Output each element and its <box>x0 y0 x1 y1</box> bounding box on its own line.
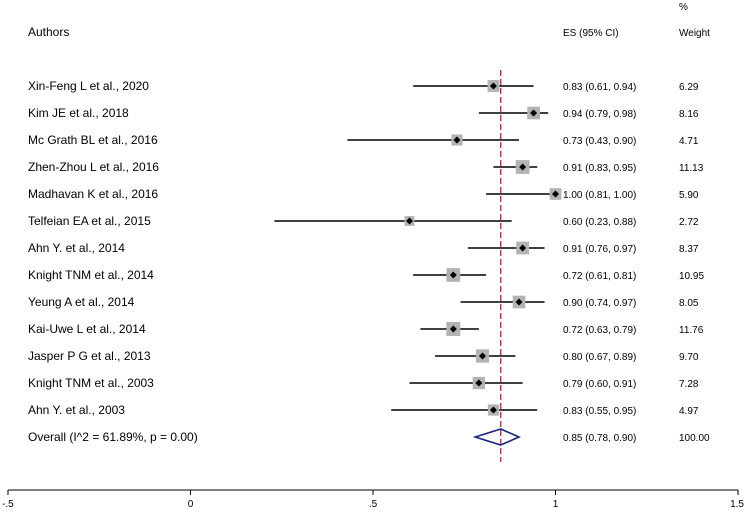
x-tick-label: 1.5 <box>730 499 744 510</box>
study-weight: 7.28 <box>679 379 699 390</box>
study-label: Telfeian EA et al., 2015 <box>28 214 151 228</box>
point-estimate <box>530 109 538 117</box>
x-tick-label: .5 <box>369 499 378 510</box>
point-estimate <box>475 379 483 387</box>
study-label: Yeung A et al., 2014 <box>28 295 135 309</box>
x-tick-label: 0 <box>188 499 194 510</box>
point-estimate <box>453 136 461 144</box>
study-label: Kai-Uwe L et al., 2014 <box>28 322 146 336</box>
point-estimate <box>552 190 559 198</box>
study-weight: 11.13 <box>679 163 704 174</box>
point-estimate <box>479 352 486 360</box>
point-estimate <box>489 406 497 414</box>
study-label: Ahn Y. et al., 2003 <box>28 403 125 417</box>
header-weight: Weight <box>679 28 710 39</box>
study-es-ci: 0.83 (0.55, 0.95) <box>563 406 636 417</box>
point-estimate <box>449 271 457 279</box>
study-es-ci: 1.00 (0.81, 1.00) <box>563 190 636 201</box>
study-es-ci: 0.91 (0.76, 0.97) <box>563 244 636 255</box>
point-estimate <box>519 244 527 252</box>
study-es-ci: 0.72 (0.63, 0.79) <box>563 325 636 336</box>
point-estimate <box>449 325 457 333</box>
x-tick-label: -.5 <box>2 499 14 510</box>
header-weight-percent: % <box>679 2 688 13</box>
study-es-ci: 0.79 (0.60, 0.91) <box>563 379 636 390</box>
study-weight: 4.71 <box>679 136 699 147</box>
overall-weight: 100.00 <box>679 433 710 444</box>
study-label: Madhavan K et al., 2016 <box>28 187 158 201</box>
point-estimate <box>406 217 413 225</box>
point-estimate <box>515 298 523 306</box>
point-estimate <box>489 82 497 90</box>
study-es-ci: 0.73 (0.43, 0.90) <box>563 136 636 147</box>
study-label: Jasper P G et al., 2013 <box>28 349 151 363</box>
overall-diamond <box>472 428 521 446</box>
study-label: Kim JE et al., 2018 <box>28 106 129 120</box>
overall-label: Overall (I^2 = 61.89%, p = 0.00) <box>28 430 198 444</box>
study-weight: 5.90 <box>679 190 699 201</box>
x-tick-label: 1 <box>553 499 559 510</box>
study-es-ci: 0.72 (0.61, 0.81) <box>563 271 636 282</box>
study-label: Zhen-Zhou L et al., 2016 <box>28 160 159 174</box>
study-weight: 8.05 <box>679 298 699 309</box>
study-label: Xin-Feng L et al., 2020 <box>28 79 149 93</box>
study-es-ci: 0.83 (0.61, 0.94) <box>563 82 636 93</box>
x-axis: -.5 0 .5 1 1.5 <box>2 489 744 510</box>
study-label: Knight TNM et al., 2003 <box>28 376 154 390</box>
overall-es-ci: 0.85 (0.78, 0.90) <box>563 433 636 444</box>
study-weight: 9.70 <box>679 352 699 363</box>
study-label: Ahn Y. et al., 2014 <box>28 241 125 255</box>
study-es-ci: 0.80 (0.67, 0.89) <box>563 352 636 363</box>
study-es-ci: 0.94 (0.79, 0.98) <box>563 109 636 120</box>
study-es-ci: 0.90 (0.74, 0.97) <box>563 298 636 309</box>
study-weight: 6.29 <box>679 82 699 93</box>
study-weight: 4.97 <box>679 406 699 417</box>
study-weight: 11.76 <box>679 325 704 336</box>
plot-rows: Xin-Feng L et al., 2020 0.83 (0.61, 0.94)… <box>28 79 710 444</box>
study-label: Knight TNM et al., 2014 <box>28 268 154 282</box>
study-es-ci: 0.91 (0.83, 0.95) <box>563 163 636 174</box>
study-weight: 8.37 <box>679 244 699 255</box>
study-label: Mc Grath BL et al., 2016 <box>28 133 158 147</box>
study-weight: 8.16 <box>679 109 699 120</box>
point-estimate <box>519 163 527 171</box>
study-es-ci: 0.60 (0.23, 0.88) <box>563 217 636 228</box>
study-weight: 2.72 <box>679 217 699 228</box>
plot-marks <box>274 70 562 462</box>
study-weight: 10.95 <box>679 271 704 282</box>
header-es: ES (95% CI) <box>563 28 619 39</box>
header-authors: Authors <box>28 25 69 39</box>
